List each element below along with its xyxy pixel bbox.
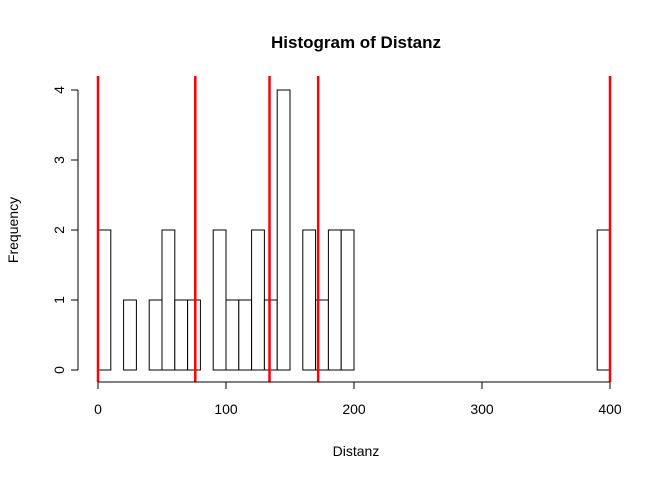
histogram-bars — [97, 89, 611, 371]
x-axis-label: Distanz — [333, 443, 380, 459]
y-axis: 0 1 2 3 4 — [51, 86, 79, 374]
y-tick-label-4: 4 — [51, 86, 67, 94]
x-tick-label-4: 400 — [598, 401, 622, 417]
chart-title: Histogram of Distanz — [271, 33, 441, 52]
histogram-bar-18 — [327, 229, 342, 371]
histogram-bar-2 — [123, 299, 137, 371]
histogram-bar-9 — [212, 229, 227, 371]
histogram-bar-19 — [340, 229, 355, 371]
y-tick-label-0: 0 — [51, 366, 67, 374]
histogram-bar-39 — [596, 229, 611, 371]
histogram-bar-6 — [174, 299, 189, 371]
x-tick-label-2: 200 — [342, 401, 366, 417]
histogram-bar-16 — [302, 229, 317, 371]
y-axis-label: Frequency — [5, 197, 21, 263]
histogram-bar-11 — [238, 299, 253, 371]
x-tick-label-3: 300 — [470, 401, 494, 417]
histogram-bar-12 — [251, 229, 265, 371]
histogram-bar-4 — [148, 299, 163, 371]
histogram-bar-5 — [161, 229, 176, 371]
x-axis: 0 100 200 300 400 — [94, 381, 622, 417]
x-tick-label-1: 100 — [214, 401, 238, 417]
y-tick-label-2: 2 — [51, 226, 67, 234]
histogram-bar-13 — [263, 299, 278, 371]
vertical-lines — [96, 76, 612, 382]
y-tick-label-3: 3 — [51, 156, 67, 164]
x-tick-label-0: 0 — [94, 401, 102, 417]
y-tick-label-1: 1 — [51, 296, 67, 304]
histogram-bar-0 — [97, 229, 112, 371]
histogram-bar-7 — [187, 299, 201, 371]
histogram-bar-14 — [276, 89, 291, 371]
histogram-bar-10 — [225, 299, 240, 371]
